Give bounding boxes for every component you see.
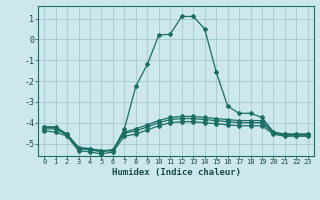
X-axis label: Humidex (Indice chaleur): Humidex (Indice chaleur) (111, 168, 241, 177)
